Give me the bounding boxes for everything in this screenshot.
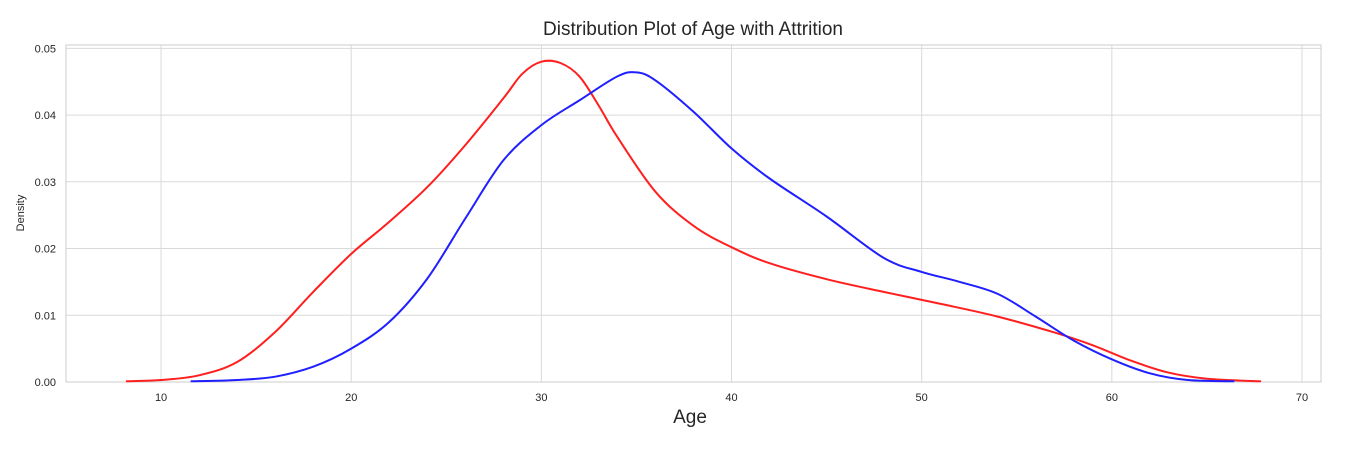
x-tick-label: 70 [1296,392,1308,404]
y-tick-label: 0.03 [35,177,56,189]
x-tick-label: 30 [535,392,547,404]
y-tick-label: 0.00 [35,377,56,389]
x-tick-label: 20 [345,392,357,404]
density-line-blue [190,71,1235,383]
y-tick-label: 0.02 [35,244,56,256]
tick-layer: 10 20 30 40 50 60 70 0.00 0.01 0.02 0.03 0.04 0.05 [35,43,1309,404]
y-tick-label: 0.04 [35,110,56,122]
y-axis-label: Density [15,194,27,231]
plot-frame [65,44,1322,383]
grid-layer [66,45,1321,383]
x-tick-label: 10 [155,392,167,404]
density-line-red [125,59,1262,383]
y-tick-label: 0.01 [35,310,56,322]
x-axis-label: Age [673,407,707,428]
chart-title: Distribution Plot of Age with Attrition [543,19,843,40]
y-tick-label: 0.05 [35,43,56,55]
x-tick-label: 50 [916,392,928,404]
x-tick-label: 60 [1106,392,1118,404]
x-tick-label: 40 [725,392,737,404]
series-layer [125,59,1262,383]
